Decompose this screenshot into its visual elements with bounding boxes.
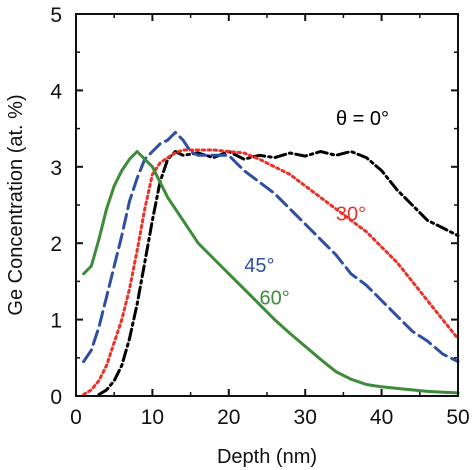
plot-frame: [75, 13, 459, 397]
x-tick-label: 10: [141, 406, 164, 429]
y-tick-label: 0: [50, 386, 62, 409]
y-tick-label: 1: [50, 310, 62, 333]
series-annotation-2: 45°: [244, 255, 274, 277]
y-tick-label: 4: [50, 80, 62, 103]
series-line-0: [97, 150, 460, 396]
x-tick-label: 30: [294, 406, 317, 429]
x-tick-label: 40: [370, 406, 393, 429]
y-tick-label: 3: [50, 157, 62, 180]
x-axis-title: Depth (nm): [217, 446, 317, 468]
y-tick-label: 2: [50, 233, 62, 256]
x-tick-label: 0: [70, 406, 82, 429]
series-layer: [82, 130, 460, 396]
series-annotation-3: 60°: [260, 287, 290, 309]
series-line-1: [82, 148, 460, 396]
y-tick-label: 5: [50, 4, 62, 27]
series-line-2: [82, 130, 460, 364]
series-annotation-0: θ = 0°: [336, 108, 389, 130]
y-axis-title: Ge Concentration (at. %): [5, 94, 27, 315]
labels-layer: 0 10 20 30 40 50 0 1 2 3 4 5 Depth (nm) Ge Concentrat…: [5, 4, 470, 468]
x-tick-label: 50: [446, 406, 469, 429]
x-tick-label: 20: [217, 406, 240, 429]
series-line-3: [82, 150, 460, 395]
axes-layer: [75, 13, 459, 397]
series-annotation-1: 30°: [336, 203, 366, 225]
